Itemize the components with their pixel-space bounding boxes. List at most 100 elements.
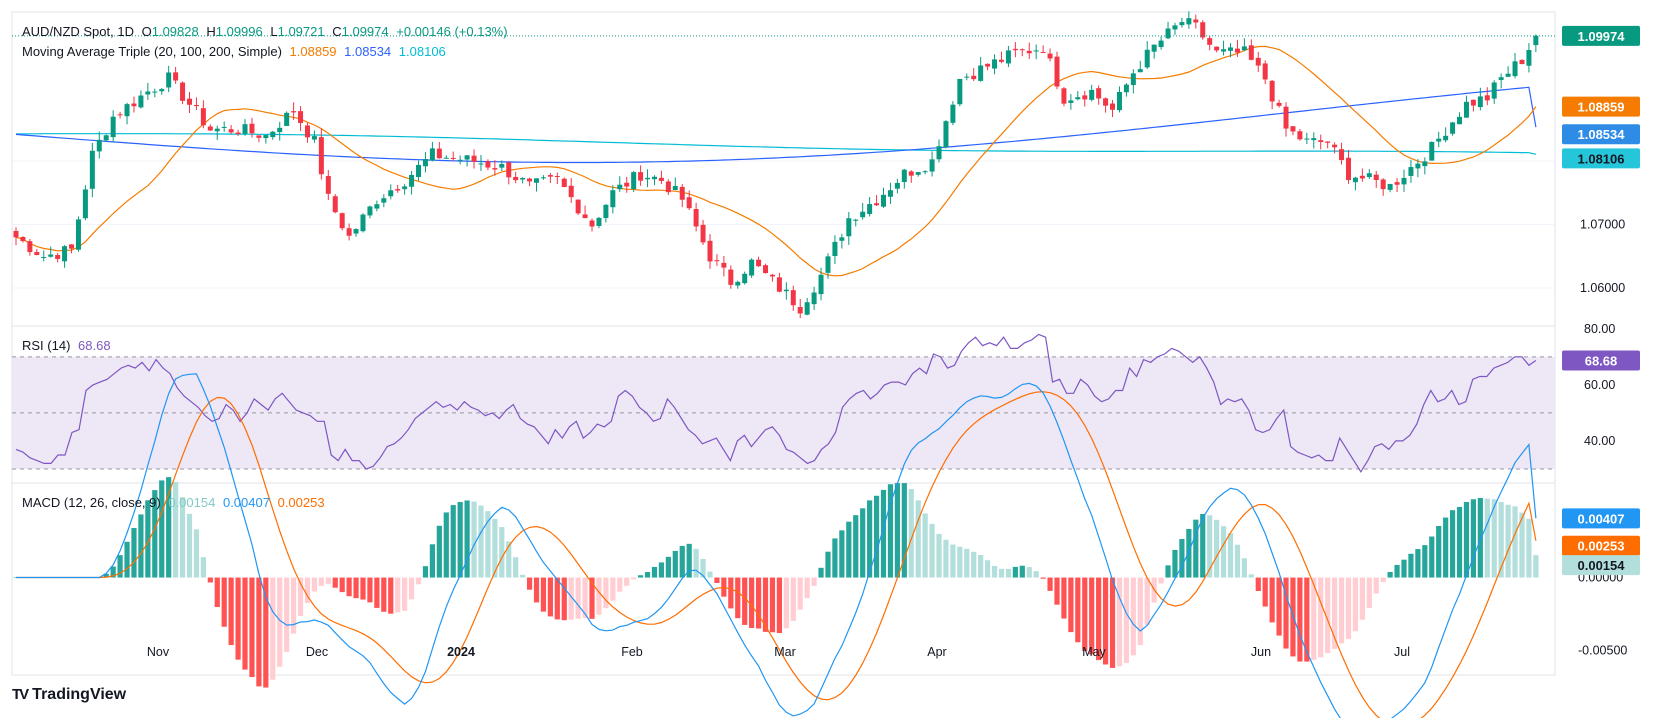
rsi-tick-label: 80.00 [1584,322,1615,336]
macd-legend-title[interactable]: MACD (12, 26, close, 9) [22,495,161,510]
candle [1096,85,1102,105]
macd-hist-bar [867,500,873,578]
chart-frame [11,11,1556,676]
candle [1436,131,1442,148]
ma-legend-title[interactable]: Moving Average Triple (20, 100, 200, Sim… [22,44,282,59]
candle-body [381,198,387,203]
candle-body [1200,22,1206,38]
macd-hist-value: 0.00154 [168,495,216,510]
candle-body [1304,138,1310,140]
candle [228,125,234,134]
candle [138,90,144,109]
macd-hist-bar [1387,572,1393,578]
candle-body [103,135,109,141]
candle-body [187,98,192,105]
candle-body [1526,50,1532,66]
macd-hist-bar [145,500,151,578]
candle-body [686,197,692,209]
macd-hist-bar [166,477,172,578]
candle-body [173,72,179,81]
candle-body [131,103,137,107]
candle-body [506,162,512,178]
candle-body [846,218,852,237]
candle [499,160,505,172]
candle-body [41,257,47,259]
macd-hist-bar [1040,577,1046,579]
candle-body [700,224,706,243]
symbol-title[interactable]: AUD/NZD Spot, 1D [22,24,134,39]
candle [1366,169,1372,180]
macd-tag-text: 0.00407 [1578,511,1625,526]
macd-hist-bar [617,577,623,592]
candle [700,219,706,246]
macd-hist-bar [1123,577,1129,663]
macd-hist-bar [1200,513,1206,578]
macd-hist-bar [1505,504,1511,578]
candle [242,119,248,136]
candle-body [679,186,685,200]
candle [55,253,61,263]
candle-body [1505,73,1511,77]
macd-hist-bar [1061,577,1067,619]
macd-hist-bar [533,577,540,603]
macd-hist-bar [1352,577,1359,632]
candle [1352,176,1358,191]
candle-body [1297,131,1303,140]
candle [1408,159,1414,183]
macd-hist-bar [235,577,241,660]
candle [1103,97,1109,113]
candle [1422,157,1428,175]
candle [957,78,963,107]
candle [638,165,644,186]
candle-body [631,172,637,189]
candle-body [1339,149,1345,161]
candle [832,235,838,265]
ma200-tag-bg [1562,148,1640,169]
macd-hist-bar [964,548,970,578]
macd-hist-bar [624,577,630,586]
candle-body [1262,63,1268,80]
candle [1491,80,1497,104]
candle-body [596,217,602,226]
candle [1359,168,1365,182]
candle-body [1255,57,1261,66]
candle-body [1463,101,1469,118]
macd-hist-bar [339,577,345,593]
candle [992,54,998,75]
tradingview-logo[interactable]: TV TradingView [12,686,127,703]
macd-hist-bar [332,577,338,588]
candle [1401,169,1407,192]
macd-hist-bar [1408,553,1414,578]
candle [686,190,692,211]
candle-body [867,204,873,214]
candle [159,88,165,95]
macd-hist-bar [1526,518,1532,578]
candle-body [1401,177,1407,185]
rsi-legend-title[interactable]: RSI (14) [22,338,71,353]
candle-body [207,126,213,131]
candle-body [1436,138,1442,142]
candle [450,151,456,161]
macd-hist-bar [1019,565,1025,578]
candle-body [1248,45,1254,60]
candle-body [27,241,33,253]
macd-hist-bar [138,514,144,578]
candle [998,51,1004,64]
macd-hist-bar [957,546,963,578]
macd-hist-bar [1318,577,1324,658]
candle-body [790,290,796,306]
macd-hist-bar [103,573,109,578]
macd-hist-bar [402,577,408,611]
macd-hist-bar [922,513,928,578]
candle-body [1408,167,1414,176]
macd-hist-bar [783,577,789,629]
macd-hist-bar [776,577,782,634]
candle [818,267,824,301]
candle [908,170,914,183]
candle-body [735,281,741,286]
macd-hist-bar [651,566,658,578]
candle-body [117,114,123,116]
candle-body [617,184,623,190]
macd-hist-bar [1276,577,1282,636]
